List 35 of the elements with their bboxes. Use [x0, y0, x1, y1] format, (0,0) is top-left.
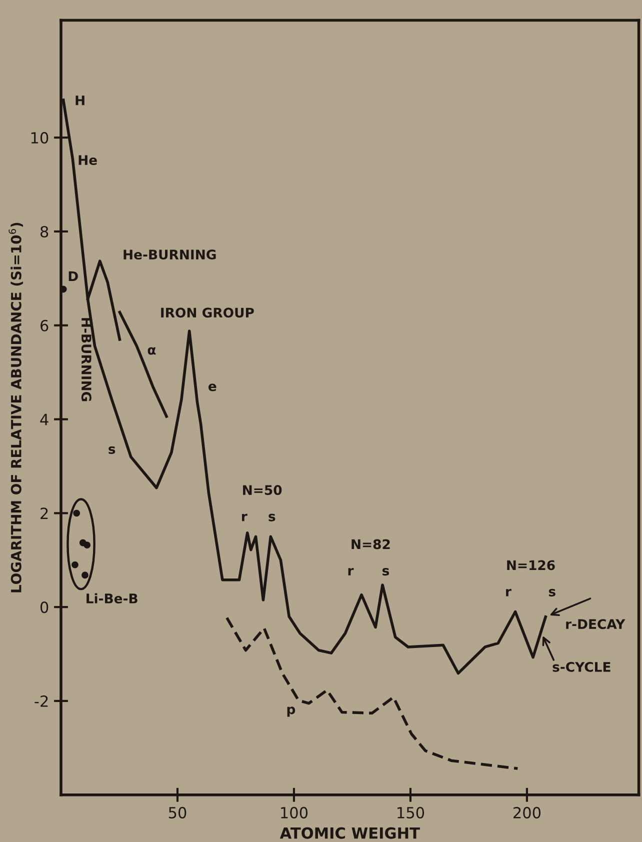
- annotation: He-BURNING: [124, 250, 216, 260]
- y-tick-label: 4: [40, 414, 48, 426]
- annotation: H: [76, 96, 84, 106]
- annotation: IRON GROUP: [161, 308, 254, 318]
- annotation: r: [242, 514, 248, 522]
- x-tick-label: 200: [513, 806, 541, 818]
- annotation: Li-Be-B: [86, 593, 138, 604]
- x-tick-label: 150: [398, 806, 424, 818]
- y-tick-label: 2: [40, 508, 48, 519]
- x-axis-title: ATOMIC WEIGHT: [280, 827, 420, 839]
- annotation: r: [348, 568, 354, 576]
- y-tick-label: 8: [40, 226, 48, 238]
- annotation: r-DECAY: [566, 619, 626, 630]
- annotation: He: [78, 155, 97, 166]
- annotation: e: [208, 384, 216, 392]
- annotation: D: [68, 271, 78, 282]
- annotation: p: [287, 706, 296, 717]
- annotation: s: [548, 588, 556, 596]
- annotation: s: [268, 514, 276, 522]
- x-tick-label: 100: [281, 806, 308, 818]
- annotation: N=50: [243, 485, 282, 496]
- y-tick-label: 6: [40, 320, 48, 332]
- y-tick-label: 0: [40, 602, 48, 614]
- annotation: s: [382, 568, 390, 576]
- y-tick-label: -2: [34, 695, 48, 707]
- y-axis-title: LOGARITHM OF RELATIVE ABUNDANCE (Si=10$^{6}$): [8, 222, 24, 592]
- y-tick-label: 10: [31, 132, 48, 144]
- annotation: N=126: [507, 560, 555, 570]
- annotation: H-BURNING: [81, 318, 92, 402]
- annotation: α: [148, 347, 156, 355]
- annotation: s-CYCLE: [552, 662, 610, 672]
- x-tick-label: 50: [168, 806, 186, 818]
- annotation: N=82: [352, 539, 390, 550]
- annotation: s: [108, 446, 116, 454]
- annotation: r: [506, 588, 512, 596]
